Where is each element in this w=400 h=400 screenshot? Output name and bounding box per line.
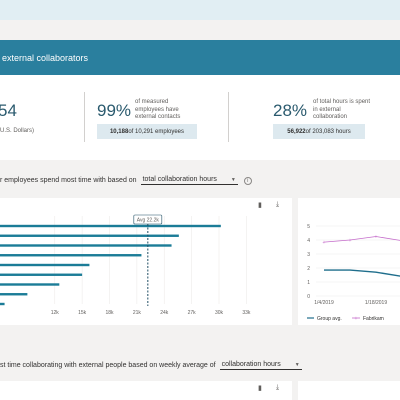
y-tick-label: 1: [307, 280, 310, 286]
kpi-pill-3: 56,922 of 203,083 hours: [273, 124, 365, 139]
bar: [0, 234, 179, 237]
x-tick-label: 18k: [105, 310, 114, 316]
bar: [0, 263, 90, 267]
bookmark-icon[interactable]: ▮: [258, 202, 262, 209]
y-tick-label: 5: [307, 224, 310, 230]
bottom-chart-card: ▮ ⤓: [0, 381, 292, 400]
x-tick-label: 15k: [78, 310, 87, 316]
series-point: +: [375, 234, 378, 240]
weekly-metric-dropdown[interactable]: collaboration hours ▼: [219, 361, 302, 370]
y-tick-label: 4: [307, 238, 310, 244]
series-point: +: [323, 240, 326, 246]
section2-sentence: st time collaborating with external peop…: [0, 361, 302, 370]
bar: [0, 244, 172, 247]
bar: [0, 293, 28, 296]
x-tick-label: 24k: [160, 310, 169, 316]
section1-sentence: r employees spend most time with based o…: [0, 176, 252, 185]
download-icon[interactable]: ⤓: [276, 384, 280, 391]
series-line: [324, 269, 400, 277]
metric-dropdown[interactable]: total collaboration hours ▼: [140, 176, 238, 185]
kpi-desc-1: U.S. Dollars): [0, 128, 35, 134]
series-point: +: [349, 238, 352, 244]
kpi-desc-2: of measured employees have external cont…: [135, 99, 181, 120]
kpi-desc-3: of total hours is spent in external coll…: [313, 99, 371, 120]
y-tick-label: 0: [307, 294, 310, 300]
section-banner: external collaborators: [0, 40, 400, 75]
kpi-value-3: 28%: [273, 101, 308, 120]
x-tick-label: 1/4/2019: [314, 300, 334, 306]
bar: [0, 302, 5, 306]
x-tick-label: 30k: [215, 310, 224, 316]
average-label-box: [133, 214, 163, 225]
info-icon[interactable]: i: [243, 176, 252, 185]
chevron-down-icon: ▼: [230, 176, 236, 183]
kpi-value-2: 99%: [97, 101, 132, 120]
bar-chart-card: ▮ ⤓ Avg 22.2k 12k 15k 18k 21k 24k 27k 30k 33k: [0, 198, 292, 325]
bar: [0, 224, 221, 228]
legend-label: Fabrikam: [363, 316, 384, 322]
banner-title: external collaborators: [2, 52, 89, 63]
chevron-down-icon: ▼: [294, 361, 300, 368]
y-tick-label: 2: [307, 266, 310, 272]
bottom-chart-card-right: [298, 381, 400, 400]
legend-marker: +: [355, 316, 358, 322]
download-icon[interactable]: ⤓: [276, 201, 280, 208]
x-tick-label: 12k: [51, 310, 60, 316]
summary-panel: [0, 75, 400, 160]
kpi-divider: [228, 92, 229, 142]
x-tick-label: 21k: [133, 310, 142, 316]
legend-label: Group avg.: [317, 316, 342, 322]
x-tick-label: 33k: [242, 310, 251, 316]
series-line: [323, 236, 400, 243]
x-tick-label: 27k: [188, 310, 197, 316]
kpi-pill-2: 10,188 of 10,291 employees: [97, 124, 197, 139]
x-tick-label: 1/18/2019: [365, 300, 387, 306]
bar: [0, 254, 142, 257]
average-label: Avg 22.2k: [137, 218, 160, 224]
top-strip: [0, 0, 400, 20]
bookmark-icon[interactable]: ▮: [258, 385, 262, 392]
bar: [0, 283, 60, 286]
kpi-value-1: 54: [0, 101, 17, 120]
bar-chart: Avg 22.2k 12k 15k 18k 21k 24k 27k 30k 33k: [0, 214, 251, 316]
bar: [0, 273, 83, 276]
y-tick-label: 3: [307, 252, 310, 258]
kpi-divider: [84, 92, 85, 142]
